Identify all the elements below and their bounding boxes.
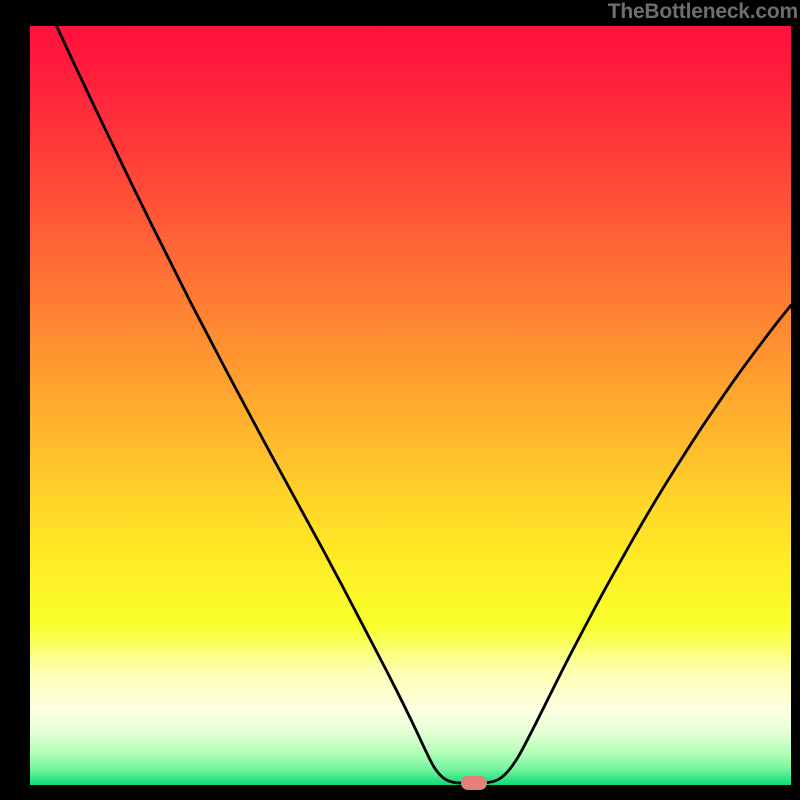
optimal-marker: [461, 776, 487, 790]
gradient-background: [30, 26, 791, 785]
chart-svg: [30, 26, 791, 785]
watermark-text: TheBottleneck.com: [608, 0, 798, 24]
plot-area: [30, 26, 791, 785]
chart-frame: TheBottleneck.com: [0, 0, 800, 800]
